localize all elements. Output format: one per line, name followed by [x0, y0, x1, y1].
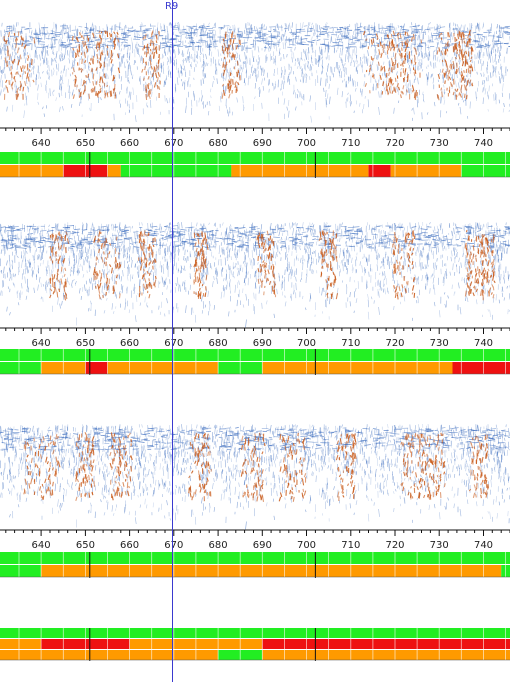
- status-segment-red[interactable]: [262, 639, 510, 649]
- axis-tick-label: 720: [385, 540, 404, 551]
- axis-2: 640 650 660 670 680 690 700 710 720 730 740: [0, 327, 510, 349]
- status-segment-green[interactable]: [0, 362, 42, 374]
- status-segment-orange[interactable]: [231, 165, 369, 177]
- axis-tick-label: 690: [253, 138, 272, 149]
- axis-tick-label: 690: [253, 338, 272, 349]
- axis-tick-label: 740: [474, 138, 493, 149]
- axis-tick-label: 730: [430, 540, 449, 551]
- status-segment-green[interactable]: [0, 552, 510, 564]
- axis-tick-label: 640: [32, 338, 51, 349]
- axis-tick-label: 700: [297, 138, 316, 149]
- status-segment-orange[interactable]: [107, 165, 121, 177]
- status-segment-orange[interactable]: [262, 650, 510, 660]
- axis-tick-label: 710: [341, 138, 360, 149]
- status-track-2[interactable]: [0, 349, 510, 383]
- scan-panel-3[interactable]: 640 650 660 670 680 690 700 710 720 730 740: [0, 402, 510, 592]
- scan-hotspots: [23, 432, 489, 502]
- status-segment-red[interactable]: [368, 165, 391, 177]
- scan-texture: [0, 423, 510, 530]
- axis-tick-label: 710: [341, 338, 360, 349]
- summary-status-track[interactable]: [0, 628, 510, 662]
- axis-tick-label: 690: [253, 540, 272, 551]
- axis-tick-label: 640: [32, 540, 51, 551]
- status-segment-orange[interactable]: [0, 165, 64, 177]
- status-track-1[interactable]: [0, 152, 510, 186]
- axis-tick-label: 700: [297, 338, 316, 349]
- axis-tick-label: 670: [164, 338, 183, 349]
- status-segment-green[interactable]: [0, 349, 510, 361]
- status-segment-red[interactable]: [85, 362, 108, 374]
- axis-tick-label: 740: [474, 338, 493, 349]
- status-segment-green[interactable]: [0, 565, 42, 577]
- status-segment-green[interactable]: [461, 165, 510, 177]
- axis-3: 640 650 660 670 680 690 700 710 720 730 740: [0, 529, 510, 551]
- axis-tick-label: 730: [430, 138, 449, 149]
- axis-tick-label: 730: [430, 338, 449, 349]
- status-segment-green[interactable]: [0, 628, 510, 638]
- scan-panel-1[interactable]: 640 650 660 670 680 690 700 710 720 730 740: [0, 0, 510, 190]
- r9-marker-line[interactable]: [171, 0, 173, 682]
- status-segment-orange[interactable]: [262, 362, 453, 374]
- axis-tick-label: 660: [120, 540, 139, 551]
- status-segment-orange[interactable]: [0, 639, 42, 649]
- axis-tick-label: 660: [120, 338, 139, 349]
- axis-tick-label: 700: [297, 540, 316, 551]
- status-segment-orange[interactable]: [107, 362, 219, 374]
- axis-tick-label: 720: [385, 338, 404, 349]
- axis-tick-label: 650: [76, 138, 95, 149]
- status-segment-green[interactable]: [120, 165, 232, 177]
- status-segment-orange[interactable]: [0, 650, 219, 660]
- scan-panel-2[interactable]: 640 650 660 670 680 690 700 710 720 730 740: [0, 200, 510, 390]
- axis-tick-label: 660: [120, 138, 139, 149]
- scan-hotspots: [49, 229, 496, 301]
- axis-tick-label: 680: [209, 338, 228, 349]
- status-segment-orange[interactable]: [390, 165, 462, 177]
- scan-texture: [0, 221, 510, 328]
- status-segment-red[interactable]: [452, 362, 510, 374]
- axis-tick-label: 650: [76, 338, 95, 349]
- r9-marker-label: R9: [164, 1, 179, 12]
- axis-tick-label: 720: [385, 138, 404, 149]
- axis-tick-label: 640: [32, 138, 51, 149]
- status-segment-orange[interactable]: [395, 565, 502, 577]
- status-segment-green[interactable]: [0, 152, 510, 164]
- axis-1: 640 650 660 670 680 690 700 710 720 730 740: [0, 127, 510, 149]
- scan-image-1[interactable]: [0, 0, 510, 130]
- axis-tick-label: 670: [164, 138, 183, 149]
- scan-image-2[interactable]: [0, 200, 510, 330]
- axis-tick-label: 680: [209, 138, 228, 149]
- axis-tick-label: 710: [341, 540, 360, 551]
- scan-hotspots: [3, 29, 474, 101]
- scan-image-3[interactable]: [0, 402, 510, 532]
- status-track-3[interactable]: [0, 552, 510, 586]
- axis-tick-label: 650: [76, 540, 95, 551]
- axis-tick-label: 680: [209, 540, 228, 551]
- axis-tick-label: 740: [474, 540, 493, 551]
- axis-tick-label: 670: [164, 540, 183, 551]
